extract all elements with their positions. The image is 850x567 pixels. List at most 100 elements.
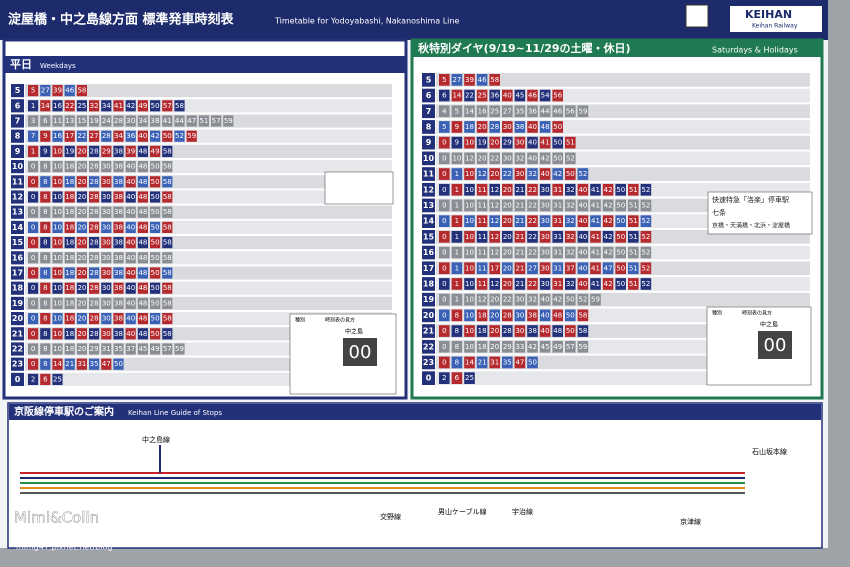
minute-cell — [552, 293, 563, 306]
minute-cell — [89, 313, 100, 325]
minute-cell — [552, 105, 563, 118]
minute: 40 — [126, 178, 135, 186]
minute: 30 — [102, 163, 111, 171]
minute-cell — [489, 325, 500, 337]
minute-cell — [502, 278, 513, 290]
minute-cell — [150, 115, 161, 127]
minute-cell — [527, 356, 538, 369]
minute: 41 — [114, 102, 123, 110]
minute: 18 — [465, 123, 474, 131]
minute-cell — [28, 85, 39, 97]
minute-cell — [489, 246, 500, 259]
minute-cell — [565, 340, 576, 353]
minute-cell — [451, 105, 463, 118]
minute-cell — [113, 343, 124, 355]
minute: 1 — [455, 249, 459, 257]
minute: 8 — [43, 284, 47, 292]
minute-cell — [76, 191, 87, 203]
weekday-header — [5, 56, 405, 73]
minute-cell — [76, 252, 87, 264]
minute-cell — [64, 221, 75, 233]
minute: 25 — [465, 374, 474, 382]
minute: 32 — [528, 296, 537, 304]
minute-cell — [552, 168, 563, 180]
minute: 8 — [43, 208, 47, 216]
minute-cell — [527, 278, 538, 290]
minute-cell — [137, 237, 148, 249]
minute-cell — [101, 267, 112, 279]
minute-cell — [565, 152, 576, 165]
minute: 42 — [604, 233, 613, 241]
minute-cell — [101, 191, 112, 203]
minute-cell — [602, 183, 614, 196]
minute: 34 — [138, 117, 147, 125]
minute: 41 — [591, 264, 600, 272]
minute: 42 — [541, 154, 550, 162]
minute: 20 — [77, 239, 86, 247]
minute: 57 — [212, 117, 221, 125]
minute: 50 — [566, 170, 575, 178]
minute-cell — [40, 206, 51, 218]
minute-cell — [64, 206, 75, 218]
minute-cell — [28, 161, 39, 173]
minute-cell — [162, 161, 173, 173]
minute-cell — [162, 176, 173, 188]
minute-cell — [527, 168, 538, 180]
minute: 41 — [591, 249, 600, 257]
holiday-label-en: Saturdays & Holidays — [712, 46, 798, 55]
minute-cell — [451, 136, 463, 149]
minute-cell — [28, 206, 39, 218]
minute-cell — [464, 199, 475, 212]
minute-cell — [514, 136, 526, 149]
minute-cell — [28, 328, 39, 340]
legend-text: 時刻表の見方 — [742, 310, 772, 317]
legend-text: 中之島 — [760, 321, 778, 329]
minute: 32 — [90, 102, 99, 110]
hour-box — [422, 339, 435, 354]
minute: 18 — [65, 284, 74, 292]
minute: 0 — [31, 163, 35, 171]
minute: 52 — [578, 170, 587, 178]
hour: 7 — [426, 107, 432, 116]
minute-cell — [101, 358, 112, 370]
minute-cell — [476, 183, 488, 196]
minute: 38 — [114, 299, 123, 307]
minute: 30 — [503, 123, 512, 131]
row-bar — [436, 73, 810, 87]
minute: 10 — [53, 254, 62, 262]
minute: 42 — [553, 296, 562, 304]
hour-box — [422, 73, 435, 87]
minute: 0 — [31, 315, 35, 323]
minute: 8 — [43, 299, 47, 307]
minute: 46 — [553, 107, 562, 115]
minute: 30 — [102, 239, 111, 247]
minute: 14 — [452, 92, 461, 100]
minute-cell — [52, 176, 63, 188]
minute: 32 — [566, 217, 575, 225]
minute: 38 — [528, 311, 537, 319]
hour: 11 — [12, 177, 24, 186]
minute-cell — [89, 100, 100, 112]
minute-cell — [464, 231, 475, 243]
hour: 7 — [15, 117, 21, 126]
minute-cell — [89, 176, 100, 188]
minute-cell — [150, 145, 161, 157]
minute-cell — [527, 152, 538, 165]
minute: 6 — [43, 375, 48, 383]
minute-cell — [527, 340, 538, 353]
minute-cell — [464, 136, 475, 149]
minute-cell — [76, 267, 87, 279]
minute-cell — [502, 89, 513, 102]
minute-cell — [64, 85, 75, 97]
hour-box — [422, 198, 435, 213]
guide-title: 京阪線停車駅のご案内 — [14, 405, 114, 418]
hour: 10 — [423, 154, 435, 163]
minute: 21 — [515, 217, 524, 225]
minute-cell — [602, 246, 614, 259]
minute: 51 — [629, 264, 638, 272]
minute-cell — [565, 325, 576, 337]
minute-cell — [113, 282, 124, 294]
minute-cell — [113, 161, 124, 173]
minute: 50 — [616, 186, 625, 194]
minute-cell — [137, 252, 148, 264]
